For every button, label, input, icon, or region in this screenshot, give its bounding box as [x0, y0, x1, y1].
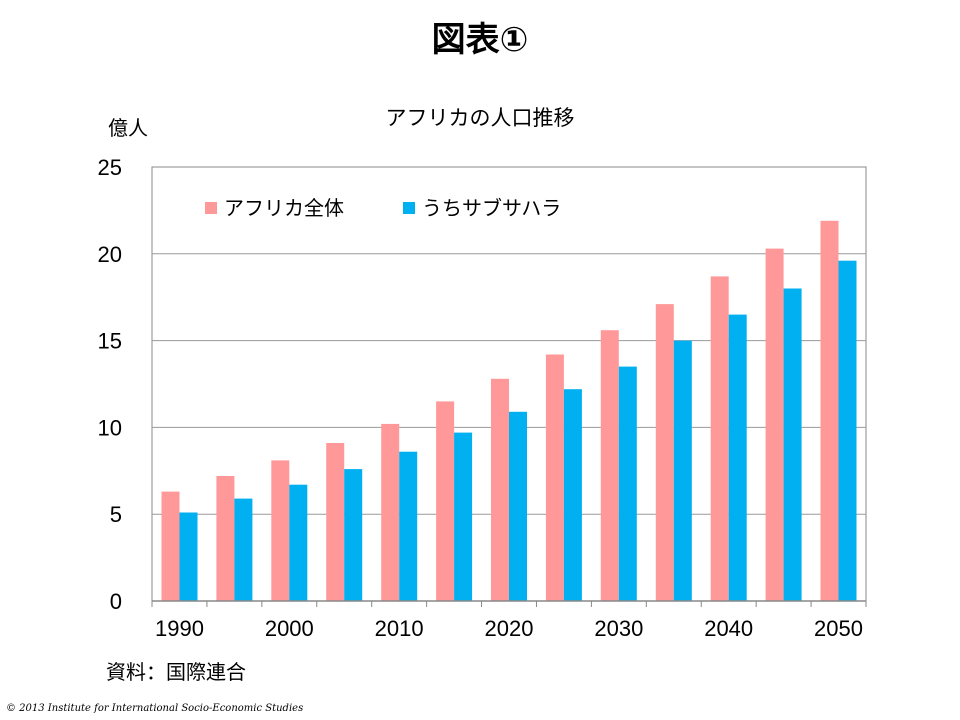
bar-sub-saharan-2035: [673, 340, 692, 601]
x-tick-label: 2040: [704, 616, 753, 641]
bar-africa-total-2040: [710, 276, 729, 601]
copyright-notice: © 2013 Institute for International Socio…: [6, 703, 304, 714]
legend-swatch-africa-total: [205, 202, 217, 214]
legend-label-sub-saharan: うちサブサハラ: [422, 196, 561, 220]
page-title: 図表①: [431, 20, 529, 60]
y-tick-label: 20: [98, 242, 122, 267]
bar-africa-total-2000: [271, 460, 290, 601]
bar-africa-total-2010: [381, 423, 400, 601]
bar-sub-saharan-2025: [563, 389, 582, 601]
bar-africa-total-2030: [600, 330, 619, 601]
bar-africa-total-2050: [820, 220, 839, 602]
x-tick-label: 2030: [594, 616, 643, 641]
bar-sub-saharan-2020: [509, 411, 527, 601]
bar-sub-saharan-2015: [454, 432, 473, 601]
bar-sub-saharan-2045: [783, 288, 802, 601]
x-tick-label: 2050: [814, 616, 863, 641]
x-tick-label: 1990: [155, 616, 204, 641]
x-tick-label: 2000: [265, 616, 314, 641]
bar-africa-total-2045: [765, 248, 784, 601]
bar-africa-total-2035: [655, 304, 674, 601]
bar-sub-saharan-2010: [399, 451, 418, 601]
bar-sub-saharan-2005: [344, 469, 363, 601]
x-tick-label: 2010: [375, 616, 424, 641]
legend-swatch-sub-saharan: [403, 202, 415, 214]
y-tick-label: 0: [110, 589, 122, 614]
bar-sub-saharan-2000: [289, 484, 308, 601]
bar-sub-saharan-1990: [179, 512, 198, 601]
bar-sub-saharan-2030: [618, 366, 637, 601]
bar-africa-total-1995: [216, 476, 235, 601]
legend-label-africa-total: アフリカ全体: [224, 196, 344, 220]
bar-africa-total-2020: [491, 378, 509, 601]
y-tick-label: 15: [98, 329, 122, 354]
bar-africa-total-2015: [436, 401, 455, 601]
y-axis-unit-label: 億人: [108, 116, 148, 140]
bar-sub-saharan-2050: [838, 260, 857, 601]
chart-title: アフリカの人口推移: [385, 106, 575, 130]
bar-africa-total-1990: [161, 491, 180, 601]
x-tick-label: 2020: [485, 616, 534, 641]
y-tick-label: 10: [98, 415, 122, 440]
y-tick-label: 5: [110, 502, 122, 527]
legend: アフリカ全体 うちサブサハラ: [205, 196, 561, 220]
bar-sub-saharan-2040: [728, 314, 747, 601]
bar-sub-saharan-1995: [234, 498, 253, 601]
bar-africa-total-2005: [326, 443, 345, 601]
source-label: 資料：国際連合: [106, 660, 246, 684]
axes: 0 5 10 15 20 25 1990 2000 2010 2020 2030 2040 2050: [98, 155, 867, 641]
y-tick-label: 25: [98, 155, 122, 180]
bars: [161, 220, 857, 602]
bar-africa-total-2025: [545, 354, 564, 601]
